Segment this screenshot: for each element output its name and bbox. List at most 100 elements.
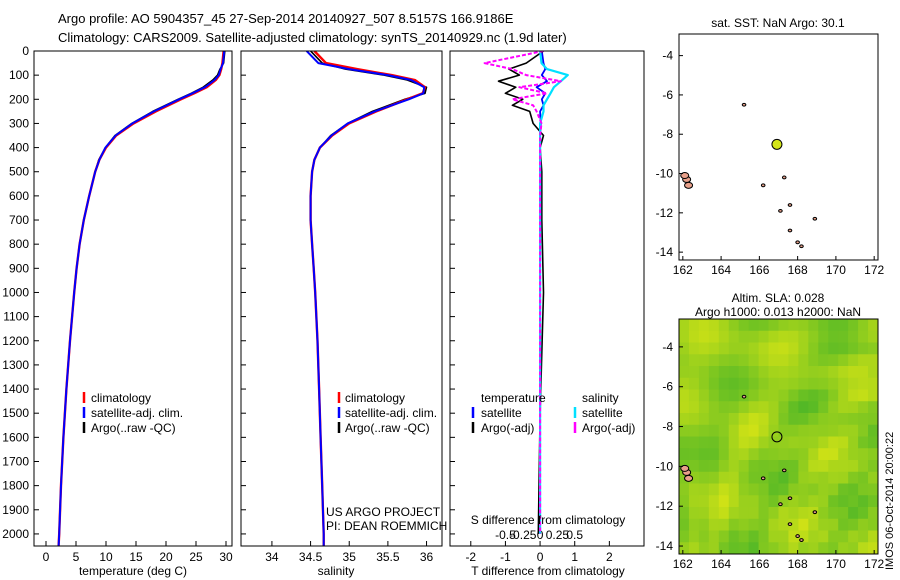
sla-cell bbox=[768, 354, 780, 367]
sla-cell bbox=[778, 366, 790, 379]
sla-cell bbox=[858, 366, 869, 379]
sla-cell bbox=[808, 342, 819, 355]
sla-cell bbox=[728, 354, 740, 367]
sla-cell bbox=[688, 377, 700, 391]
sla-cell bbox=[858, 413, 869, 426]
sla-cell bbox=[698, 530, 710, 543]
y-tick-label: 2000 bbox=[2, 527, 29, 541]
y-tick-label: 1800 bbox=[2, 479, 29, 493]
sla-cell bbox=[748, 542, 760, 554]
y-tick-label: -4 bbox=[662, 340, 673, 354]
y-tick-label: -6 bbox=[662, 380, 673, 394]
sla-cell bbox=[708, 483, 720, 496]
sla-cell bbox=[748, 507, 760, 520]
sla-cell bbox=[788, 424, 799, 438]
sla-cell bbox=[748, 330, 760, 344]
sla-cell bbox=[798, 518, 809, 532]
sla-cell bbox=[708, 401, 720, 414]
sla-cell bbox=[778, 389, 790, 402]
sla-cell bbox=[738, 366, 750, 379]
sla-cell bbox=[798, 354, 809, 367]
figure-title-line1: Argo profile: AO 5904357_45 27-Sep-2014 … bbox=[58, 11, 514, 26]
sla-cell bbox=[858, 377, 869, 391]
sla-cell bbox=[838, 448, 849, 461]
y-tick-label: 1500 bbox=[2, 406, 29, 420]
s-tick-label: -0.25 bbox=[509, 528, 537, 542]
sla-cell bbox=[838, 530, 849, 543]
sla-cell bbox=[708, 448, 720, 461]
island-shape bbox=[787, 203, 793, 207]
sla-cell bbox=[708, 424, 720, 438]
sla-cell bbox=[798, 507, 809, 520]
sla-cell bbox=[698, 389, 710, 402]
imos-watermark: IMOS 06-Oct-2014 20:00:22 bbox=[884, 432, 896, 570]
sla-cell bbox=[808, 495, 819, 508]
sla-cell bbox=[868, 436, 878, 449]
sla-cell bbox=[688, 448, 700, 461]
sla-cell bbox=[748, 518, 760, 532]
sla-cell bbox=[688, 530, 700, 543]
sla-cell bbox=[758, 448, 770, 461]
sla-cell bbox=[718, 436, 730, 449]
temperature-axes-frame bbox=[33, 50, 233, 547]
sla-cell bbox=[738, 401, 750, 414]
sla-cell bbox=[778, 448, 790, 461]
sla-cell bbox=[788, 530, 799, 543]
y-tick-label: 200 bbox=[9, 92, 29, 106]
sla-cell bbox=[698, 401, 710, 414]
sla-cell bbox=[688, 495, 700, 508]
sla-cell bbox=[688, 471, 700, 485]
sla-cell bbox=[688, 436, 700, 449]
sla-cell bbox=[838, 471, 849, 485]
sla-cell bbox=[758, 542, 770, 554]
sla-cell bbox=[718, 413, 730, 426]
sla-cell bbox=[679, 401, 690, 414]
sla-cell bbox=[818, 471, 829, 485]
sla-cell bbox=[838, 542, 849, 554]
sla-cell bbox=[858, 460, 869, 473]
sla-cell bbox=[728, 507, 740, 520]
sla-cell bbox=[768, 530, 780, 543]
x-tick-label: 1 bbox=[571, 550, 578, 564]
sla-cell bbox=[718, 495, 730, 508]
sla-cell bbox=[758, 366, 770, 379]
island-shape bbox=[795, 534, 800, 538]
sst-map-frame bbox=[678, 33, 879, 261]
x-tick-label: 35 bbox=[343, 550, 357, 564]
sla-cell bbox=[838, 495, 849, 508]
sla-cell bbox=[708, 389, 720, 402]
difference-profile-lines bbox=[483, 51, 569, 534]
s-tick-label: 0 bbox=[537, 528, 544, 542]
x-tick-label: 166 bbox=[749, 557, 769, 571]
sla-cell bbox=[738, 377, 750, 391]
difference-panel: -2 -1 0 1 2 -0.5-0.25 0 0.250.5 S difference fr… bbox=[449, 50, 645, 578]
series-line-climatology bbox=[57, 51, 225, 546]
difference-axes-frame bbox=[449, 50, 645, 547]
sla-cell bbox=[688, 401, 700, 414]
sla-cell bbox=[748, 342, 760, 355]
sla-cell bbox=[868, 377, 878, 391]
sla-cell bbox=[738, 330, 750, 344]
island-shape bbox=[787, 496, 793, 501]
sla-cell bbox=[798, 366, 809, 379]
legend-salinity-header: salinity bbox=[582, 391, 619, 405]
sla-cell bbox=[728, 530, 740, 543]
sla-cell bbox=[828, 413, 839, 426]
sla-cell bbox=[728, 518, 740, 532]
series-line-argo-raw-qc- bbox=[309, 51, 428, 546]
sla-cell bbox=[848, 436, 859, 449]
sla-cell bbox=[728, 330, 740, 344]
salinity-axis-ticks: 34 34.5 35 35.5 36 bbox=[241, 50, 434, 564]
salinity-profile-lines bbox=[305, 51, 428, 546]
sla-cell bbox=[798, 495, 809, 508]
sla-cell bbox=[838, 342, 849, 355]
sla-cell bbox=[748, 401, 760, 414]
series-line-argo-raw-qc- bbox=[57, 51, 226, 546]
y-tick-label: 100 bbox=[9, 68, 29, 82]
sla-cell bbox=[808, 354, 819, 367]
sla-cell bbox=[788, 342, 799, 355]
sla-cell bbox=[748, 377, 760, 391]
series-line-satellite-adj-clim- bbox=[305, 51, 426, 546]
sla-cell bbox=[738, 354, 750, 367]
sla-cell bbox=[768, 483, 780, 496]
